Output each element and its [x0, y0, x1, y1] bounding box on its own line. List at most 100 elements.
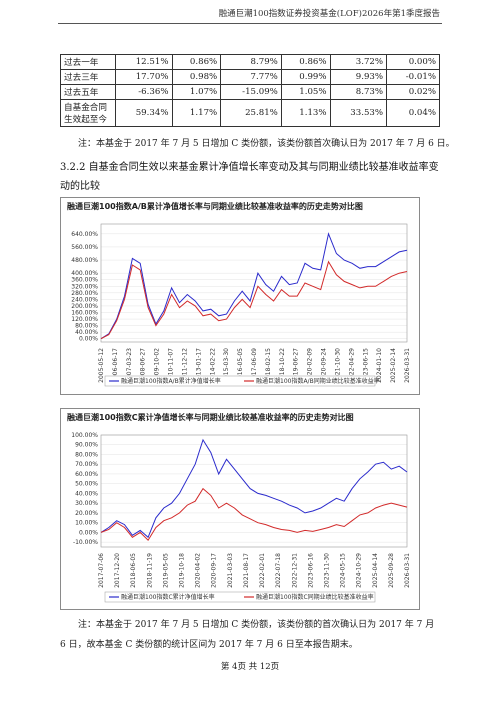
table-row: 过去一年 12.51% 0.86% 8.79% 0.86% 3.72% 0.00% [60, 54, 440, 70]
x-tick-label: 2019-10-18 [179, 553, 186, 588]
x-tick-label: 2023-11-30 [323, 553, 330, 588]
x-tick-label: 2005-05-12 [98, 348, 105, 383]
table-cell: 0.02% [386, 84, 440, 100]
chart-ab-svg: 640.00% 560.00% 480.00% 400.00%360.00%320.0… [71, 223, 411, 387]
y-tick-label: 10.00% [75, 520, 98, 527]
legend: 融通巨潮100指数C累计净值增长率 融通巨潮100指数C同期业绩比较基准收益率 [104, 591, 376, 603]
x-tick-label: 2014-02-22 [209, 348, 216, 383]
y-tick-label: -10.00% [73, 539, 98, 546]
row-label: 过去三年 [60, 69, 116, 85]
header-divider [58, 23, 442, 24]
x-tick-label: 2022-04-29 [348, 348, 355, 383]
y-tick-label: 640.00% [71, 231, 98, 238]
table-note: 注：本基金于 2017 年 7 月 5 日增加 C 类份额，该类份额首次确认日为… [78, 139, 455, 149]
x-tick-label: 2024-01-10 [376, 348, 383, 383]
x-tick-label: 2015-03-30 [223, 348, 230, 383]
x-tick-label: 2006-06-17 [112, 348, 119, 383]
plot-frame [100, 223, 408, 343]
report-header-title: 融通巨潮100指数证券投资基金(LOF)2026年第1季度报告 [218, 9, 440, 19]
y-tick-label: 360.00% [71, 277, 98, 284]
x-tick-label: 2013-01-17 [195, 348, 202, 383]
page-number: 第 4页 共 12页 [220, 662, 280, 672]
series-line-1 [100, 232, 408, 340]
row-label: 自基金合同生效起至今 [60, 99, 116, 127]
y-tick-label: 200.00% [71, 303, 98, 310]
table-cell: 59.34% [115, 99, 173, 127]
x-tick-label: 2017-06-09 [251, 348, 258, 383]
y-tick-label: 20.00% [75, 510, 98, 517]
x-tick-label: 2018-02-15 [265, 348, 272, 383]
table-cell: 12.51% [115, 54, 173, 70]
table-cell: -6.36% [115, 84, 173, 100]
y-tick-label: 240.00% [71, 296, 98, 303]
x-tick-label: 2025-04-14 [372, 553, 379, 588]
table-row: 过去三年 17.70% 0.98% 7.77% 0.99% 9.93% -0.01% [60, 69, 440, 85]
table-row: 自基金合同生效起至今 59.34% 1.17% 25.81% 1.13% 33.53% 0.… [60, 99, 440, 127]
y-tick-label: 160.00% [71, 310, 98, 317]
table-cell: 9.93% [329, 69, 388, 85]
y-tick-label: 60.00% [75, 471, 98, 478]
x-tick-label: 2024-05-15 [340, 553, 347, 588]
x-tick-label: 2017-12-20 [114, 553, 121, 588]
y-tick-label: 40.00% [75, 490, 98, 497]
table-cell: 1.17% [171, 99, 222, 127]
x-tick-label: 2023-06-16 [307, 553, 314, 588]
series-line-2 [100, 487, 408, 541]
legend-label: 融通巨潮100指数C同期业绩比较基准收益率 [256, 593, 374, 601]
table-cell: 0.86% [280, 54, 331, 70]
table-cell: 3.72% [329, 54, 388, 70]
legend-label: 融通巨潮100指数A/B同期业绩比较基准收益率 [256, 377, 380, 385]
x-tick-label: 2025-09-28 [388, 553, 395, 588]
table-cell: -0.01% [386, 69, 440, 85]
chart-c-title: 融通巨潮100指数C累计净值增长率与同期业绩比较基准收益率的历史走势对比图 [67, 413, 354, 422]
x-tick-label: 2026-03-31 [404, 348, 411, 383]
x-tick-label: 2021-08-17 [243, 553, 250, 588]
table-cell: 1.13% [280, 99, 331, 127]
x-tick-label: 2017-07-06 [98, 553, 105, 588]
y-tick-label: 0.00% [79, 529, 98, 536]
table-cell: 1.07% [171, 84, 222, 100]
performance-table: 过去一年 12.51% 0.86% 8.79% 0.86% 3.72% 0.00% 过去三年 1… [60, 54, 440, 127]
table-cell: -15.09% [220, 84, 282, 100]
chart-c-svg: 100.00% 90.00% 80.00% 70.00% 60.00% 50.00% 40.… [71, 432, 411, 603]
x-tick-label: 2026-03-31 [404, 553, 411, 588]
x-tick-label: 2022-12-31 [291, 553, 298, 588]
table-cell: 8.79% [220, 54, 282, 70]
legend-frame [104, 591, 376, 603]
table-cell: 7.77% [220, 69, 282, 85]
series-line-1 [100, 438, 408, 539]
y-tick-label: 50.00% [75, 481, 98, 488]
x-tick-label: 2007-03-23 [126, 348, 133, 383]
table-cell: 1.05% [280, 84, 331, 100]
x-tick-label: 2008-06-27 [140, 348, 147, 383]
table-cell: 25.81% [220, 99, 282, 127]
table-cell: 17.70% [115, 69, 173, 85]
row-label: 过去一年 [60, 54, 116, 70]
x-tick-label: 2020-09-17 [211, 553, 218, 588]
y-tick-label: 0.00% [79, 336, 98, 343]
y-tick-label: 70.00% [75, 461, 98, 468]
x-tick-label: 2018-11-19 [146, 553, 153, 588]
y-tick-label: 40.00% [75, 329, 98, 336]
y-tick-label: 120.00% [71, 316, 98, 323]
legend: 融通巨潮100指数A/B累计净值增长率 融通巨潮100指数A/B同期业绩比较基准收… [104, 375, 380, 387]
x-tick-label: 2022-02-01 [259, 553, 266, 588]
y-tick-label: 560.00% [71, 244, 98, 251]
x-tick-label: 2020-09-24 [321, 348, 328, 383]
y-tick-label: 280.00% [71, 290, 98, 297]
table-cell: 0.04% [386, 99, 440, 127]
chart-ab-title: 融通巨潮100指数A/B累计净值增长率与同期业绩比较基准收益率的历史走势对比图 [67, 202, 363, 211]
chart-ab-box: 融通巨潮100指数A/B累计净值增长率与同期业绩比较基准收益率的历史走势对比图 … [60, 197, 420, 395]
x-tick-label: 2021-03-03 [227, 553, 234, 588]
y-tick-label: 90.00% [75, 442, 98, 449]
y-tick-label: 480.00% [71, 257, 98, 264]
y-tick-label: 400.00% [71, 270, 98, 277]
legend-frame [104, 375, 376, 387]
y-tick-label: 80.00% [75, 323, 98, 330]
table-row: 过去五年 -6.36% 1.07% -15.09% 1.05% 8.73% 0.02% [60, 84, 440, 100]
x-tick-label: 2016-05-05 [237, 348, 244, 383]
x-tick-label: 2021-10-30 [334, 348, 341, 383]
series-line-2 [100, 260, 408, 340]
x-tick-label: 2023-06-15 [362, 348, 369, 383]
y-tick-label: 100.00% [71, 432, 98, 439]
